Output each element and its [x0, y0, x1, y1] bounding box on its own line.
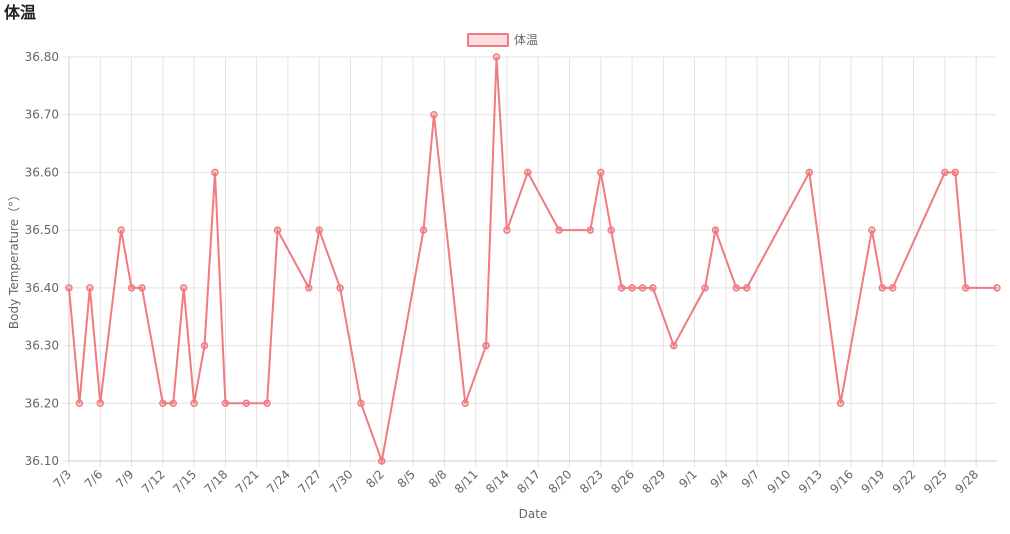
point [305, 284, 313, 292]
point [200, 341, 209, 350]
point [586, 226, 595, 234]
x-tick-label: 8/26 [608, 467, 637, 496]
chart-title: 体温 [4, 3, 36, 22]
point [179, 284, 188, 292]
x-tick-label: 7/12 [139, 467, 168, 496]
y-axis-label: Body Temperature（°） [7, 189, 21, 329]
y-tick-label: 36.50 [25, 223, 59, 237]
point [169, 399, 178, 408]
x-tick-label: 9/10 [765, 467, 794, 496]
point [888, 284, 897, 292]
x-axis-label: Date [519, 507, 548, 521]
point [743, 284, 751, 292]
point [670, 341, 678, 350]
y-tick-label: 36.10 [25, 454, 59, 468]
point [492, 53, 501, 61]
point [315, 226, 323, 234]
y-tick-label: 36.80 [25, 50, 59, 64]
point [96, 399, 105, 408]
point [638, 284, 647, 292]
point [138, 284, 146, 292]
point [555, 226, 563, 234]
point [597, 168, 605, 177]
point [127, 284, 136, 292]
point [86, 284, 94, 292]
point [159, 399, 167, 408]
x-tick-label: 9/13 [796, 467, 825, 496]
point [75, 399, 84, 408]
point [378, 457, 386, 465]
y-tick-label: 36.20 [25, 396, 59, 410]
point [221, 399, 230, 408]
point [961, 284, 970, 292]
point [273, 226, 282, 234]
point [503, 226, 511, 234]
point [993, 284, 1001, 292]
point [607, 226, 615, 234]
y-tick-label: 36.70 [25, 108, 59, 122]
point [117, 226, 125, 234]
x-tick-label: 8/5 [395, 467, 419, 491]
point [211, 168, 219, 177]
x-tick-label: 7/3 [51, 467, 75, 491]
x-tick-label: 8/23 [577, 467, 606, 496]
point [628, 284, 636, 292]
x-tick-label: 9/1 [676, 467, 700, 491]
x-tick-label: 7/18 [202, 467, 231, 496]
legend-swatch [467, 33, 509, 47]
x-tick-label: 7/30 [327, 467, 356, 496]
point [868, 226, 876, 234]
x-tick-label: 7/9 [113, 467, 137, 491]
point [732, 284, 741, 292]
x-tick-label: 8/11 [452, 467, 481, 496]
point [951, 168, 960, 177]
x-tick-label: 9/25 [921, 467, 950, 496]
point [461, 399, 469, 408]
x-tick-label: 9/28 [952, 467, 981, 496]
y-tick-label: 36.40 [25, 281, 59, 295]
x-tick-label: 7/21 [233, 467, 262, 496]
point [190, 399, 198, 408]
x-tick-label: 8/8 [426, 467, 450, 491]
y-tick-label: 36.30 [25, 339, 59, 353]
point [419, 226, 428, 234]
point [524, 168, 532, 177]
x-tick-label: 7/6 [82, 467, 106, 491]
point [878, 284, 887, 292]
point [242, 399, 251, 408]
point [836, 399, 845, 408]
point [805, 168, 814, 177]
x-tick-label: 9/16 [827, 467, 856, 496]
point [336, 284, 344, 292]
point [65, 284, 73, 292]
x-tick-label: 8/2 [363, 467, 387, 491]
point [941, 168, 949, 177]
line [68, 56, 997, 465]
x-tick-label: 9/7 [739, 467, 763, 491]
point [357, 399, 365, 408]
x-tick-label: 9/4 [707, 467, 731, 491]
point [430, 110, 438, 119]
x-tick-label: 8/14 [483, 467, 512, 496]
point [711, 226, 720, 234]
x-tick-label: 9/19 [858, 467, 887, 496]
x-tick-label: 8/17 [514, 467, 543, 496]
point [701, 284, 709, 292]
y-tick-label: 36.60 [25, 165, 59, 179]
point [617, 284, 626, 292]
x-tick-label: 7/15 [170, 467, 199, 496]
x-tick-label: 8/20 [546, 467, 575, 496]
point [482, 341, 490, 350]
x-tick-label: 7/27 [295, 467, 324, 496]
legend-label[interactable]: 体温 [514, 33, 538, 47]
x-tick-label: 9/22 [890, 467, 919, 496]
x-tick-label: 7/24 [264, 467, 293, 496]
point [649, 284, 657, 292]
point [263, 399, 271, 408]
x-tick-label: 8/29 [640, 467, 669, 496]
